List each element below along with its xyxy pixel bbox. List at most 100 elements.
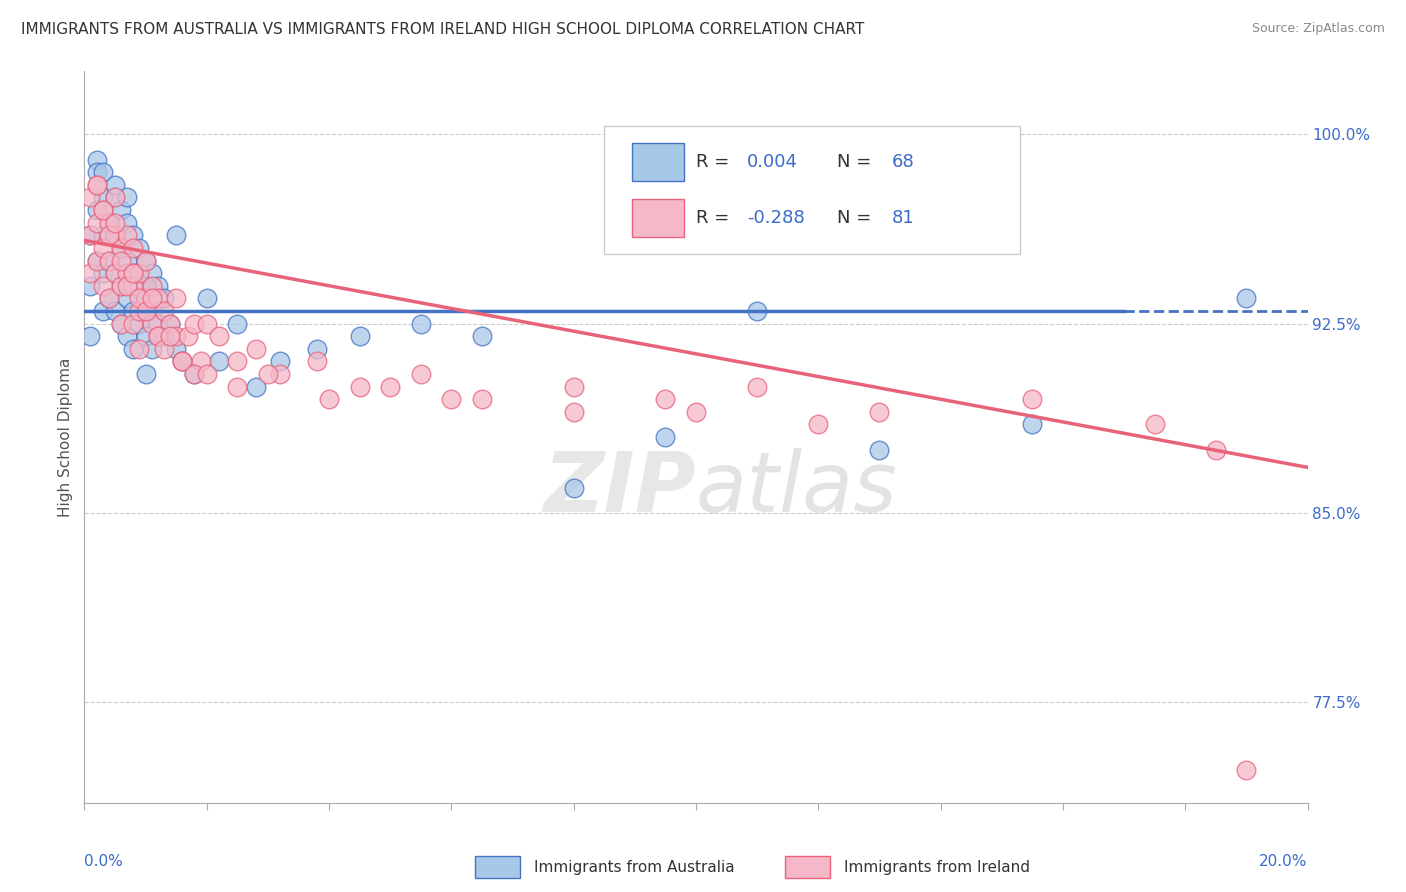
Point — [104, 190, 127, 204]
Point — [172, 354, 194, 368]
Point — [86, 253, 108, 268]
Point — [380, 379, 402, 393]
Point — [104, 228, 127, 243]
Point — [79, 329, 101, 343]
Point — [97, 228, 120, 243]
Point — [86, 216, 108, 230]
Text: Immigrants from Australia: Immigrants from Australia — [534, 860, 735, 874]
Point — [86, 153, 108, 167]
Point — [654, 392, 676, 407]
Point — [305, 342, 328, 356]
Point — [471, 392, 494, 407]
Point — [91, 203, 114, 218]
Point — [172, 354, 194, 368]
FancyBboxPatch shape — [633, 143, 683, 181]
Point — [190, 354, 212, 368]
Point — [86, 165, 108, 179]
Point — [97, 291, 120, 305]
Point — [115, 291, 138, 305]
Point — [409, 317, 432, 331]
Point — [208, 329, 231, 343]
Point — [146, 317, 169, 331]
Point — [349, 329, 371, 343]
Point — [122, 266, 145, 280]
Point — [165, 329, 187, 343]
Point — [685, 405, 707, 419]
Point — [172, 354, 194, 368]
Point — [104, 266, 127, 280]
Point — [208, 354, 231, 368]
Point — [183, 317, 205, 331]
Point — [115, 228, 138, 243]
Point — [110, 317, 132, 331]
Point — [110, 278, 132, 293]
Text: R =: R = — [696, 153, 735, 171]
Text: -0.288: -0.288 — [748, 210, 806, 227]
Point — [159, 329, 181, 343]
Point — [141, 291, 163, 305]
Point — [226, 354, 249, 368]
Point — [128, 266, 150, 280]
Text: 20.0%: 20.0% — [1260, 854, 1308, 869]
Point — [869, 405, 891, 419]
Point — [135, 253, 157, 268]
Point — [91, 228, 114, 243]
Point — [128, 241, 150, 255]
Point — [471, 329, 494, 343]
Point — [141, 278, 163, 293]
Point — [245, 342, 267, 356]
Point — [79, 266, 101, 280]
Point — [654, 430, 676, 444]
Point — [183, 367, 205, 381]
Text: 81: 81 — [891, 210, 914, 227]
Point — [165, 342, 187, 356]
Point — [135, 367, 157, 381]
Point — [86, 178, 108, 192]
Point — [141, 304, 163, 318]
Point — [128, 342, 150, 356]
Point — [141, 266, 163, 280]
Point — [97, 216, 120, 230]
Point — [305, 354, 328, 368]
Point — [440, 392, 463, 407]
Point — [128, 304, 150, 318]
Point — [128, 278, 150, 293]
Point — [115, 253, 138, 268]
Point — [135, 291, 157, 305]
Point — [79, 278, 101, 293]
Point — [159, 317, 181, 331]
Point — [1205, 442, 1227, 457]
Point — [146, 329, 169, 343]
Text: 0.004: 0.004 — [748, 153, 799, 171]
Text: atlas: atlas — [696, 448, 897, 529]
Point — [115, 190, 138, 204]
Point — [257, 367, 280, 381]
Point — [97, 291, 120, 305]
Point — [807, 417, 830, 432]
Point — [79, 228, 101, 243]
Text: Source: ZipAtlas.com: Source: ZipAtlas.com — [1251, 22, 1385, 36]
Point — [177, 329, 200, 343]
Point — [409, 367, 432, 381]
Text: R =: R = — [696, 210, 735, 227]
Point — [91, 190, 114, 204]
Point — [104, 228, 127, 243]
Point — [128, 291, 150, 305]
Point — [153, 329, 176, 343]
Point — [110, 253, 132, 268]
Point — [245, 379, 267, 393]
Point — [153, 342, 176, 356]
Point — [562, 379, 585, 393]
Text: Immigrants from Ireland: Immigrants from Ireland — [844, 860, 1029, 874]
Point — [97, 216, 120, 230]
Point — [141, 317, 163, 331]
Point — [128, 317, 150, 331]
Point — [104, 266, 127, 280]
Point — [562, 405, 585, 419]
Point — [562, 481, 585, 495]
Point — [135, 278, 157, 293]
Point — [141, 342, 163, 356]
Text: N =: N = — [837, 210, 876, 227]
Point — [146, 291, 169, 305]
Point — [1143, 417, 1166, 432]
